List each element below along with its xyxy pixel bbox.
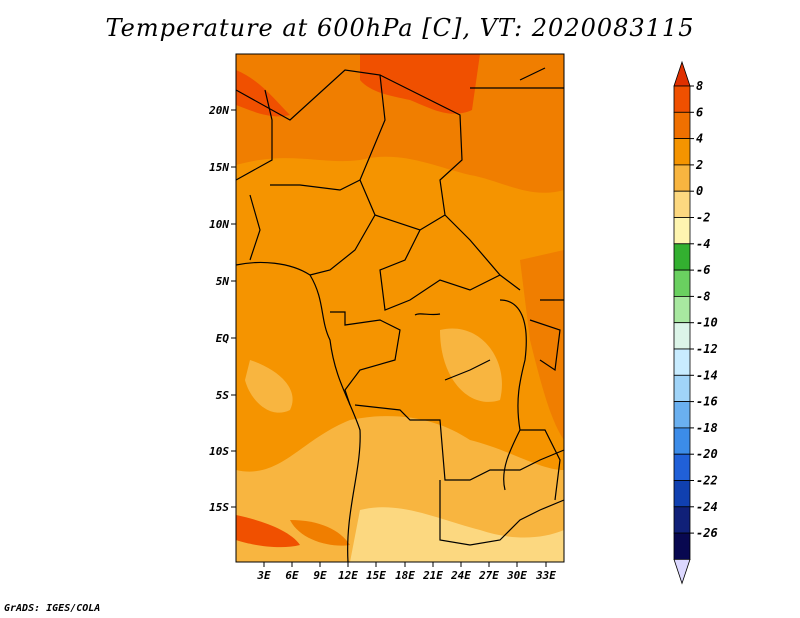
colorbar: 8 6 4 2 0 -2 -4 -6 -8 -10 -12 -14 -16 -18 -20 -22 -24 -26 (673, 60, 718, 585)
lon-label: 24E (450, 569, 471, 582)
colorbar-label: -26 (696, 526, 718, 540)
colorbar-label: -12 (696, 342, 718, 356)
colorbar-box (673, 164, 691, 192)
lon-label: 12E (338, 569, 358, 582)
lon-label: 33E (535, 569, 556, 582)
colorbar-box (673, 374, 691, 402)
colorbar-box (673, 453, 691, 481)
colorbar-box (673, 85, 691, 113)
colorbar-label: 6 (696, 105, 703, 119)
lat-label: 5S (216, 389, 230, 402)
lon-label: 18E (395, 569, 415, 582)
colorbar-label: 0 (696, 184, 703, 198)
colorbar-box (673, 138, 691, 166)
lat-axis: 20N 15N 10N 5N EQ 5S 10S 15S (208, 104, 236, 514)
colorbar-box (673, 480, 691, 508)
colorbar-label: -16 (696, 395, 718, 409)
colorbar-label: -14 (696, 368, 718, 382)
colorbar-label: -22 (696, 474, 718, 488)
colorbar-bottom-triangle (673, 559, 691, 585)
colorbar-box (673, 295, 691, 324)
colorbar-label: -18 (696, 421, 718, 435)
footer-credit: GrADS: IGES/COLA (4, 603, 101, 614)
colorbar-label: -20 (696, 447, 718, 461)
colorbar-box (673, 190, 691, 218)
lon-label: 9E (313, 569, 327, 582)
colorbar-label: 8 (696, 79, 703, 93)
lat-label: EQ (216, 332, 230, 345)
colorbar-label: -4 (696, 237, 710, 251)
lon-label: 15E (366, 569, 386, 582)
colorbar-label: -24 (696, 500, 718, 514)
lon-label: 27E (478, 569, 499, 582)
lon-axis: 3E 6E 9E 12E 15E 18E 21E 24E 27E 30E 33E (256, 562, 556, 582)
colorbar-box (673, 427, 691, 455)
colorbar-box (673, 401, 691, 429)
lon-label: 21E (422, 569, 443, 582)
chart-title: Temperature at 600hPa [C], VT: 202008311… (105, 14, 695, 42)
colorbar-box (673, 111, 691, 140)
colorbar-label: 2 (695, 158, 703, 172)
colorbar-label: 4 (696, 132, 703, 146)
colorbar-top-triangle (673, 60, 691, 87)
lat-label: 10N (209, 218, 229, 231)
lon-label: 30E (506, 569, 527, 582)
lat-label: 5N (216, 275, 230, 288)
map-frame (235, 53, 565, 563)
temperature-field (236, 54, 564, 562)
country-boundaries (236, 67, 564, 562)
lat-label: 15S (209, 501, 229, 514)
lon-label: 3E (256, 569, 271, 582)
colorbar-box (673, 269, 691, 297)
colorbar-box (673, 532, 691, 560)
colorbar-box (673, 322, 691, 350)
colorbar-label: -6 (696, 263, 710, 277)
lat-label: 10S (209, 445, 229, 458)
colorbar-label: -2 (696, 211, 710, 225)
colorbar-label: -8 (696, 289, 710, 303)
colorbar-box (673, 506, 691, 534)
colorbar-box (673, 217, 691, 245)
colorbar-box (673, 348, 691, 376)
lat-label: 15N (209, 161, 229, 174)
lon-label: 6E (285, 569, 299, 582)
colorbar-box (673, 243, 691, 271)
lat-label: 20N (208, 104, 229, 117)
colorbar-label: -10 (696, 316, 718, 330)
